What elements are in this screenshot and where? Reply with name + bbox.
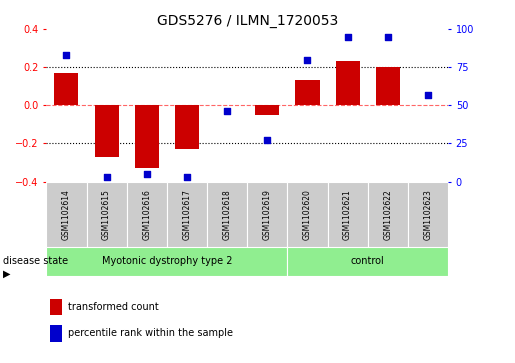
Text: ▶: ▶ bbox=[3, 269, 10, 279]
Text: GSM1102615: GSM1102615 bbox=[102, 189, 111, 240]
Text: GSM1102616: GSM1102616 bbox=[142, 189, 151, 240]
Bar bbox=[50, 325, 62, 342]
Text: GSM1102621: GSM1102621 bbox=[343, 189, 352, 240]
Title: GDS5276 / ILMN_1720053: GDS5276 / ILMN_1720053 bbox=[157, 14, 338, 28]
Text: GSM1102620: GSM1102620 bbox=[303, 189, 312, 240]
Text: transformed count: transformed count bbox=[68, 302, 159, 312]
Text: GSM1102623: GSM1102623 bbox=[423, 189, 433, 240]
Bar bbox=[175, 105, 199, 149]
Bar bbox=[408, 182, 448, 247]
Bar bbox=[46, 182, 87, 247]
Point bbox=[183, 174, 191, 180]
Text: disease state: disease state bbox=[3, 256, 67, 266]
Point bbox=[424, 92, 432, 98]
Bar bbox=[95, 105, 118, 157]
Bar bbox=[50, 298, 62, 315]
Text: GSM1102622: GSM1102622 bbox=[383, 189, 392, 240]
Text: GSM1102618: GSM1102618 bbox=[222, 189, 232, 240]
Bar bbox=[287, 182, 328, 247]
Bar bbox=[247, 182, 287, 247]
Text: GSM1102617: GSM1102617 bbox=[182, 189, 192, 240]
Bar bbox=[55, 73, 78, 105]
Text: Myotonic dystrophy type 2: Myotonic dystrophy type 2 bbox=[101, 256, 232, 266]
Bar bbox=[255, 105, 279, 115]
Point bbox=[263, 138, 271, 143]
Point bbox=[62, 52, 71, 58]
Bar bbox=[167, 182, 207, 247]
Bar bbox=[376, 67, 400, 105]
Bar bbox=[336, 61, 359, 105]
Bar bbox=[368, 182, 408, 247]
Bar bbox=[135, 105, 159, 168]
Text: GSM1102619: GSM1102619 bbox=[263, 189, 272, 240]
Bar bbox=[127, 182, 167, 247]
Text: control: control bbox=[351, 256, 385, 266]
Bar bbox=[296, 81, 319, 105]
Bar bbox=[46, 247, 287, 276]
Bar bbox=[328, 182, 368, 247]
Point bbox=[344, 34, 352, 40]
Point bbox=[223, 109, 231, 114]
Bar bbox=[287, 247, 448, 276]
Point bbox=[303, 57, 312, 62]
Point bbox=[143, 171, 151, 177]
Point bbox=[384, 34, 392, 40]
Text: percentile rank within the sample: percentile rank within the sample bbox=[68, 329, 233, 338]
Bar bbox=[207, 182, 247, 247]
Text: GSM1102614: GSM1102614 bbox=[62, 189, 71, 240]
Point bbox=[102, 174, 111, 180]
Bar bbox=[87, 182, 127, 247]
